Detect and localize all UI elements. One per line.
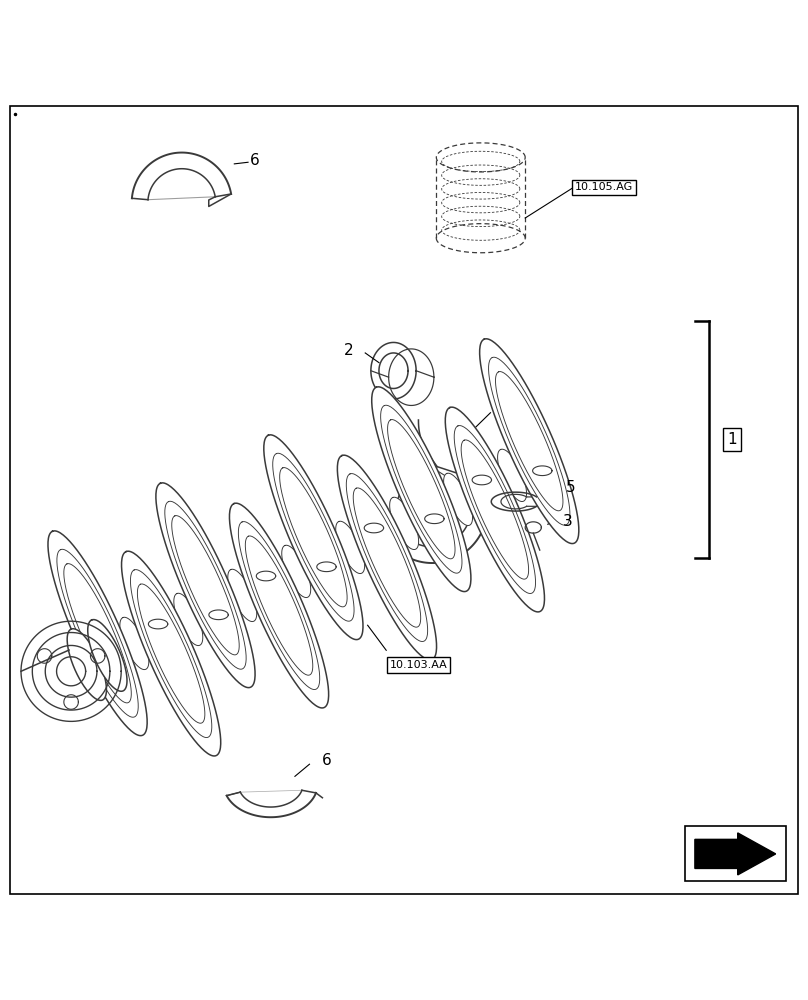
Polygon shape bbox=[389, 497, 419, 550]
Polygon shape bbox=[121, 551, 221, 756]
Text: 5: 5 bbox=[566, 480, 575, 495]
Polygon shape bbox=[282, 545, 311, 598]
Polygon shape bbox=[228, 569, 257, 622]
Polygon shape bbox=[444, 473, 473, 526]
Polygon shape bbox=[372, 387, 471, 592]
Polygon shape bbox=[120, 617, 149, 670]
Text: 4: 4 bbox=[504, 400, 514, 415]
Text: 10.105.AG: 10.105.AG bbox=[575, 182, 633, 192]
Polygon shape bbox=[445, 407, 545, 612]
Text: 10.103.AA: 10.103.AA bbox=[389, 660, 448, 670]
Bar bbox=[685, 826, 786, 881]
Polygon shape bbox=[480, 339, 579, 544]
Polygon shape bbox=[335, 521, 364, 574]
Polygon shape bbox=[229, 503, 329, 708]
Text: 6: 6 bbox=[322, 753, 332, 768]
Polygon shape bbox=[88, 620, 127, 691]
Polygon shape bbox=[498, 449, 527, 502]
Text: 1: 1 bbox=[727, 432, 737, 447]
Polygon shape bbox=[174, 593, 203, 646]
Text: 2: 2 bbox=[344, 343, 354, 358]
Text: 3: 3 bbox=[563, 514, 573, 529]
Polygon shape bbox=[48, 531, 147, 736]
Text: 6: 6 bbox=[250, 153, 259, 168]
Polygon shape bbox=[695, 833, 776, 875]
Polygon shape bbox=[338, 455, 436, 660]
Polygon shape bbox=[156, 483, 255, 688]
Polygon shape bbox=[263, 435, 363, 640]
Polygon shape bbox=[67, 629, 107, 700]
